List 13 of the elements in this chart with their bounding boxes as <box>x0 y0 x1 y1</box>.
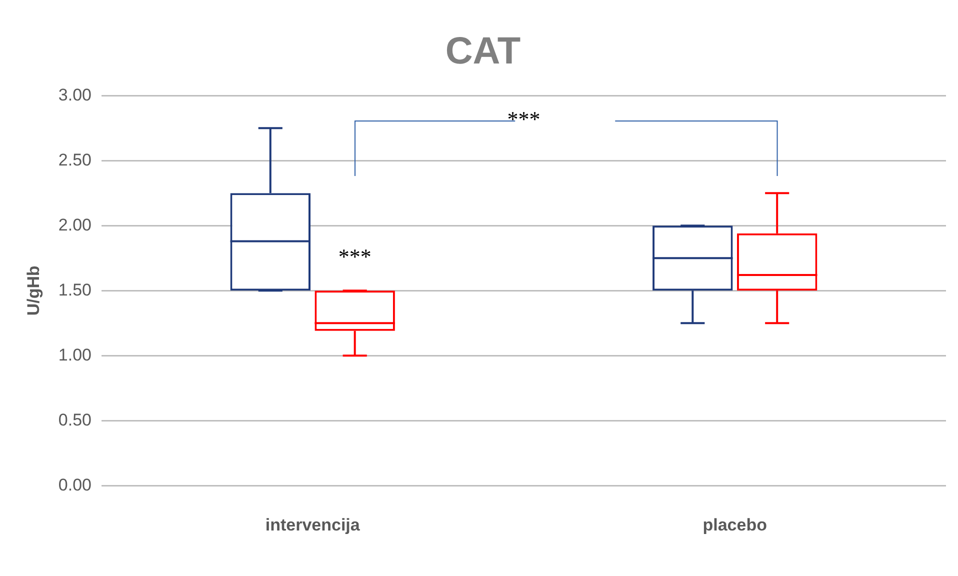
y-tick-label: 1.00 <box>58 345 92 364</box>
y-axis-title: U/gHb <box>24 266 43 316</box>
annotation: *** <box>338 244 372 269</box>
y-tick-label: 3.00 <box>58 85 92 104</box>
x-tick-label: intervencija <box>265 515 360 534</box>
y-tick-label: 0.00 <box>58 475 92 494</box>
y-tick-label: 2.50 <box>58 150 92 170</box>
y-tick-label: 1.50 <box>58 280 92 300</box>
x-tick-label: placebo <box>702 515 767 534</box>
y-tick-label: 2.00 <box>58 215 92 234</box>
annotation: *** <box>507 106 540 132</box>
y-tick-label: 0.50 <box>58 410 92 430</box>
chart-title: CAT <box>445 30 521 72</box>
